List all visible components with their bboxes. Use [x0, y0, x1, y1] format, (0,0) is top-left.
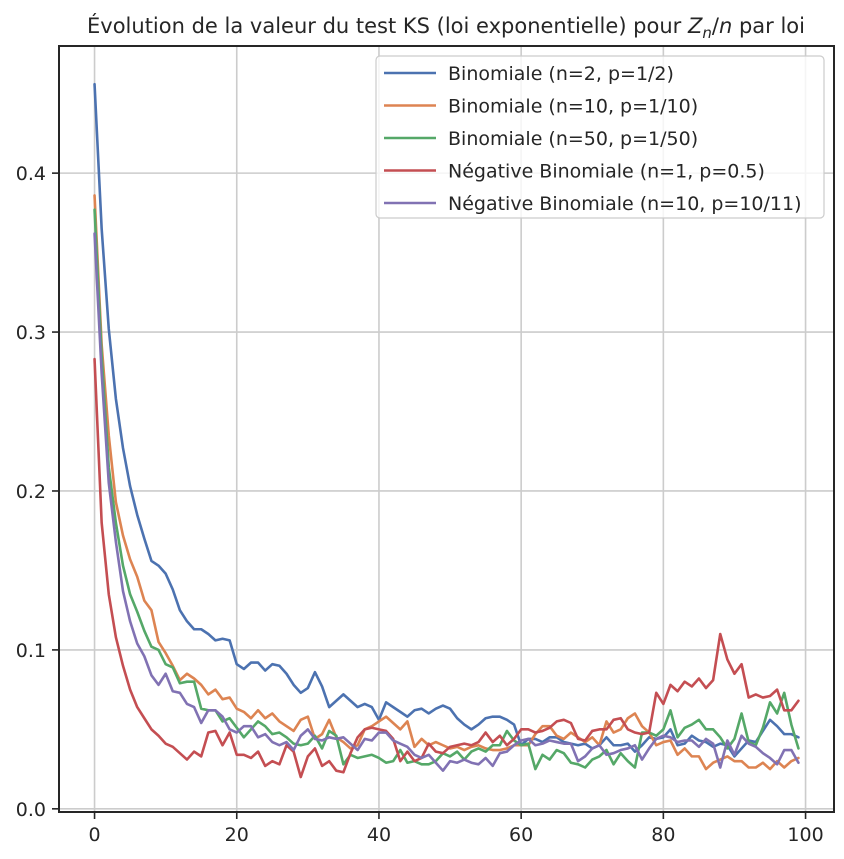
- legend-box: [375, 55, 825, 219]
- y-tick-label: 0.1: [16, 640, 46, 662]
- legend-label: Binomiale (n=10, p=1/10): [448, 96, 698, 118]
- title-prefix: Évolution de la valeur du test KS (loi e…: [87, 13, 688, 38]
- legend-label: Binomiale (n=2, p=1/2): [448, 63, 674, 85]
- title-slash: /: [712, 14, 720, 38]
- series-line-2: [93, 194, 800, 771]
- x-tick-label: 20: [225, 824, 249, 846]
- title-var-n: n: [719, 14, 732, 38]
- legend: Binomiale (n=2, p=1/2) Binomiale (n=10, p…: [375, 55, 825, 219]
- x-tick-label: 100: [787, 824, 823, 846]
- x-tick-label: 0: [89, 824, 101, 846]
- legend-label: Binomiale (n=50, p=1/50): [448, 128, 698, 150]
- title-suffix: par loi: [732, 14, 805, 38]
- y-tick-label: 0.0: [16, 799, 46, 821]
- x-tick-label: 80: [651, 824, 675, 846]
- plot-frame: [58, 45, 835, 813]
- series-line-5: [93, 232, 800, 772]
- title-subscript-n: n: [702, 24, 712, 42]
- x-tick-label: 60: [509, 824, 533, 846]
- series-line-1: [93, 82, 800, 758]
- y-tick-label: 0.4: [16, 163, 46, 185]
- chart-title: Évolution de la valeur du test KS (loi e…: [87, 13, 805, 42]
- title-var-z: Z: [687, 14, 703, 38]
- series-lines: [93, 82, 800, 779]
- x-tick-label: 40: [367, 824, 391, 846]
- y-tick-label: 0.2: [16, 481, 46, 503]
- y-tick-label: 0.3: [16, 322, 46, 344]
- legend-label: Négative Binomiale (n=1, p=0.5): [448, 161, 765, 183]
- legend-label: Négative Binomiale (n=10, p=10/11): [448, 193, 802, 215]
- series-line-4: [93, 357, 800, 779]
- axis-ticks: 0 20 40 60 80 100 0.0 0.1 0.2 0.3 0.4: [16, 163, 824, 846]
